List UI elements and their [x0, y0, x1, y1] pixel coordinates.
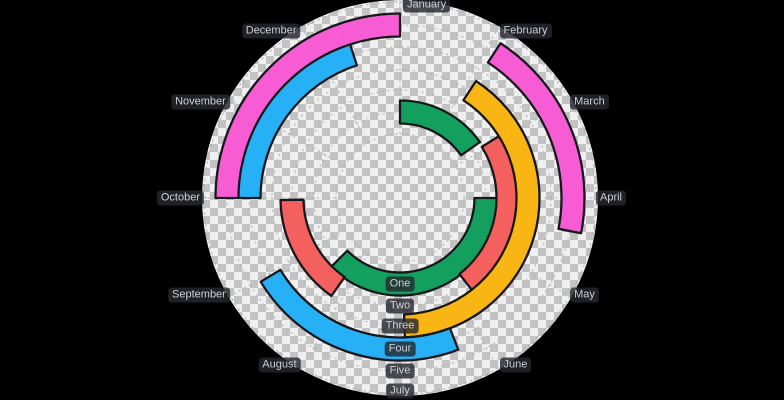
grid-radial-line-september [229, 229, 345, 297]
month-label-december: December [241, 23, 301, 39]
axis-tick-february [495, 25, 500, 32]
ring-label-five: Five [385, 363, 415, 379]
arc-segment-two-1[interactable] [279, 198, 346, 298]
month-label-may: May [570, 287, 599, 302]
month-label-september: September [168, 287, 230, 302]
month-label-february: February [499, 23, 552, 39]
ring-label-one: One [385, 276, 415, 292]
month-label-april: April [596, 190, 627, 206]
grid-radial-line-august [301, 253, 369, 369]
month-label-august: August [258, 357, 301, 373]
grid-circle-0 [335, 133, 465, 263]
month-label-january: January [403, 0, 451, 13]
grid-radial-line-june [431, 253, 499, 369]
month-label-june: June [499, 357, 532, 373]
month-label-march: March [570, 94, 609, 109]
ring-label-two: Two [385, 298, 415, 314]
grid-radial-line-may [455, 229, 571, 297]
axis-tick-june [495, 364, 500, 371]
axis-tick-august [300, 364, 305, 371]
month-label-july: July [386, 383, 414, 399]
arc-segment-one-0[interactable] [398, 99, 482, 157]
month-label-november: November [171, 94, 230, 109]
month-label-october: October [156, 190, 204, 206]
ring-label-four: Four [384, 341, 416, 357]
arc-segment-five-0[interactable] [486, 42, 586, 235]
arc-segment-five-1[interactable] [214, 12, 402, 200]
ring-label-three: Three [381, 318, 419, 334]
arc-segment-four-0[interactable] [259, 268, 460, 362]
grid-radial-line-february [431, 27, 499, 143]
axis-tick-december [300, 25, 305, 32]
